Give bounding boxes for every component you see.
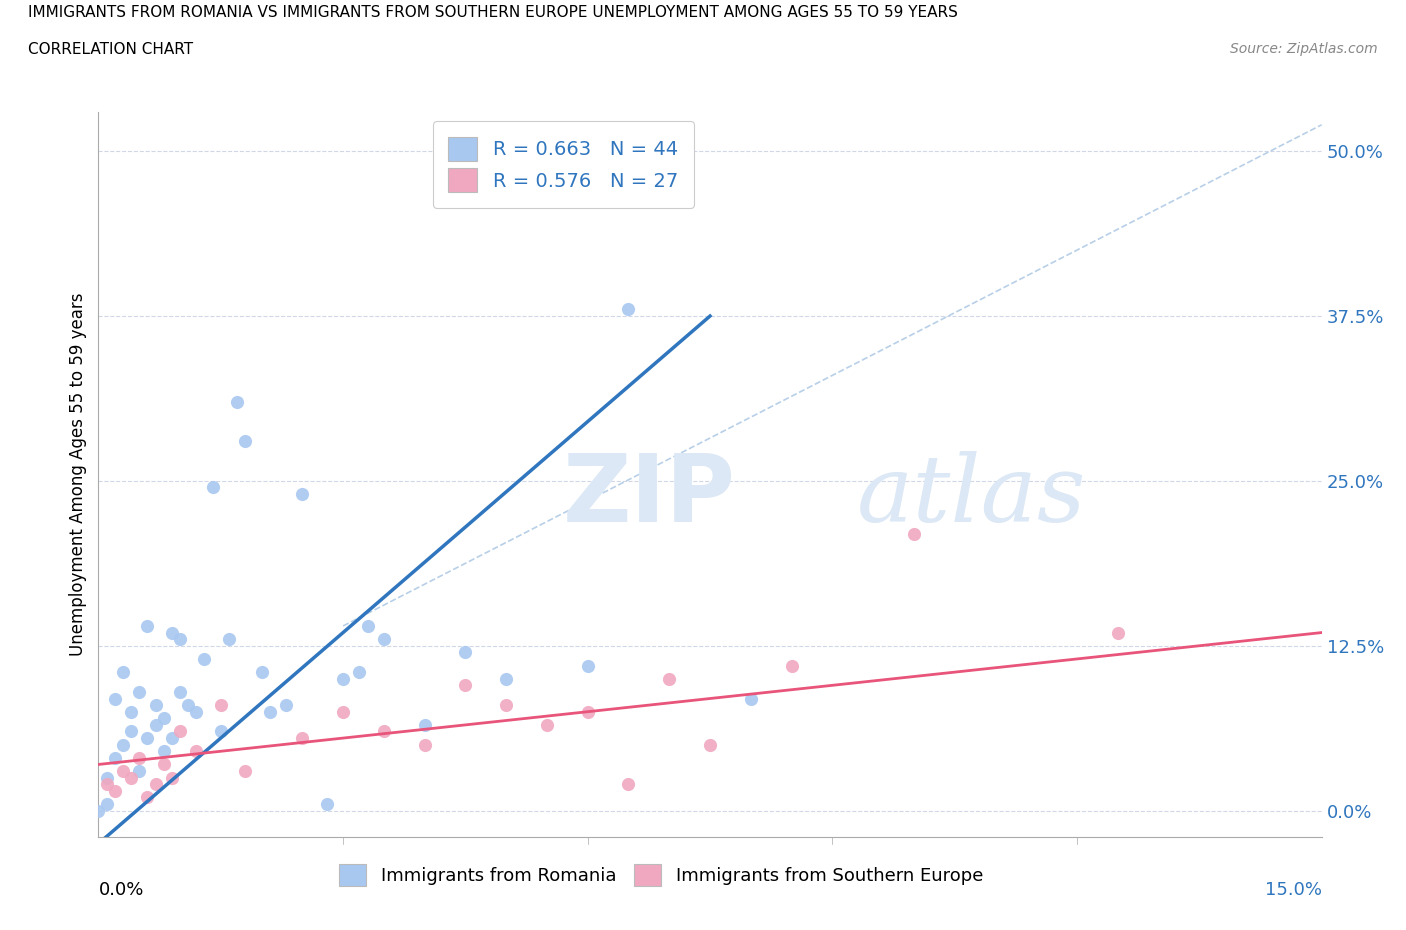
Point: [903, 526, 925, 541]
Text: CORRELATION CHART: CORRELATION CHART: [28, 42, 193, 57]
Point: [136, 731, 159, 746]
Point: [160, 770, 183, 785]
Point: [274, 698, 297, 712]
Point: [209, 698, 232, 712]
Point: [152, 757, 174, 772]
Point: [658, 671, 681, 686]
Point: [780, 658, 803, 673]
Point: [233, 434, 256, 449]
Point: [349, 665, 371, 680]
Point: [373, 724, 395, 739]
Point: [186, 744, 208, 759]
Point: [111, 665, 134, 680]
Point: [495, 698, 517, 712]
Point: [145, 717, 167, 732]
Point: [576, 704, 599, 719]
Point: [111, 764, 134, 778]
Point: [120, 704, 142, 719]
Point: [145, 777, 167, 791]
Point: [259, 704, 281, 719]
Text: Source: ZipAtlas.com: Source: ZipAtlas.com: [1230, 42, 1378, 56]
Point: [186, 704, 208, 719]
Point: [160, 625, 183, 640]
Point: [169, 631, 191, 646]
Point: [413, 717, 436, 732]
Point: [120, 724, 142, 739]
Point: [177, 698, 200, 712]
Point: [617, 302, 640, 317]
Point: [226, 394, 249, 409]
Point: [454, 644, 477, 659]
Point: [104, 751, 127, 765]
Point: [373, 631, 395, 646]
Point: [332, 704, 354, 719]
Point: [536, 717, 558, 732]
Point: [495, 671, 517, 686]
Point: [332, 671, 354, 686]
Point: [250, 665, 273, 680]
Point: [111, 737, 134, 752]
Point: [291, 731, 314, 746]
Point: [104, 691, 127, 706]
Point: [356, 618, 378, 633]
Point: [617, 777, 640, 791]
Text: 15.0%: 15.0%: [1264, 881, 1322, 898]
Text: 0.0%: 0.0%: [98, 881, 143, 898]
Legend: Immigrants from Romania, Immigrants from Southern Europe: Immigrants from Romania, Immigrants from…: [332, 857, 990, 893]
Point: [87, 804, 110, 818]
Point: [128, 751, 150, 765]
Point: [699, 737, 721, 752]
Point: [160, 731, 183, 746]
Point: [152, 711, 174, 725]
Point: [96, 797, 118, 812]
Point: [413, 737, 436, 752]
Point: [152, 744, 174, 759]
Point: [576, 658, 599, 673]
Point: [291, 486, 314, 501]
Point: [169, 724, 191, 739]
Point: [201, 480, 224, 495]
Point: [454, 678, 477, 693]
Point: [145, 698, 167, 712]
Point: [740, 691, 762, 706]
Point: [104, 783, 127, 798]
Point: [96, 770, 118, 785]
Text: IMMIGRANTS FROM ROMANIA VS IMMIGRANTS FROM SOUTHERN EUROPE UNEMPLOYMENT AMONG AG: IMMIGRANTS FROM ROMANIA VS IMMIGRANTS FR…: [28, 5, 957, 20]
Point: [120, 770, 142, 785]
Text: atlas: atlas: [856, 451, 1087, 541]
Point: [169, 684, 191, 699]
Point: [128, 764, 150, 778]
Point: [96, 777, 118, 791]
Point: [136, 618, 159, 633]
Point: [315, 797, 337, 812]
Y-axis label: Unemployment Among Ages 55 to 59 years: Unemployment Among Ages 55 to 59 years: [69, 293, 87, 656]
Point: [193, 652, 215, 667]
Point: [233, 764, 256, 778]
Point: [136, 790, 159, 804]
Point: [218, 631, 240, 646]
Point: [1107, 625, 1129, 640]
Point: [209, 724, 232, 739]
Point: [128, 684, 150, 699]
Text: ZIP: ZIP: [564, 450, 737, 542]
